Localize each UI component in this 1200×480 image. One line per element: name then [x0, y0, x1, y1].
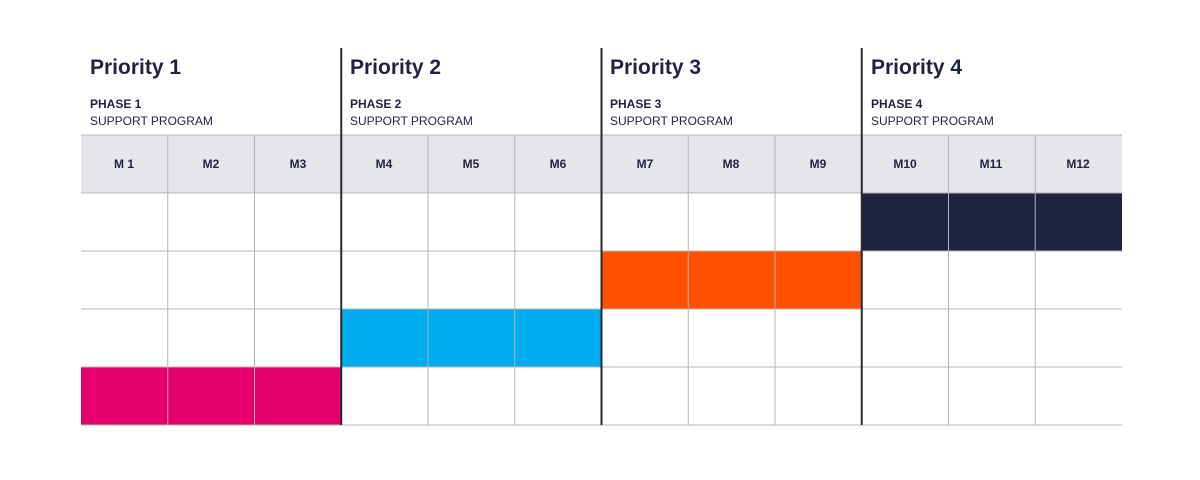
phase-bar-4 — [861, 193, 1122, 251]
phase-1-label: PHASE 1 — [90, 97, 142, 111]
month-label-3: M3 — [289, 157, 307, 171]
month-label-1: M 1 — [113, 157, 134, 171]
month-label-8: M8 — [722, 157, 740, 171]
phase-3-program: SUPPORT PROGRAM — [610, 114, 733, 128]
phase-1-program: SUPPORT PROGRAM — [90, 114, 213, 128]
month-label-4: M4 — [375, 157, 393, 171]
month-label-11: M11 — [979, 157, 1003, 171]
phase-bar-1 — [81, 367, 342, 425]
month-label-7: M7 — [636, 157, 654, 171]
month-label-10: M10 — [893, 157, 917, 171]
month-label-12: M12 — [1066, 157, 1090, 171]
phase-bar-2 — [341, 309, 602, 367]
phase-2-program: SUPPORT PROGRAM — [350, 114, 473, 128]
month-label-9: M9 — [809, 157, 827, 171]
phase-bar-3 — [601, 251, 862, 309]
month-label-6: M6 — [549, 157, 567, 171]
phase-3-label: PHASE 3 — [610, 97, 662, 111]
month-label-5: M5 — [462, 157, 480, 171]
phase-4-label: PHASE 4 — [871, 97, 923, 111]
priority-3-title: Priority 3 — [610, 56, 702, 79]
month-label-2: M2 — [202, 157, 220, 171]
phase-4-program: SUPPORT PROGRAM — [871, 114, 994, 128]
priority-4-title: Priority 4 — [871, 56, 963, 79]
priority-2-title: Priority 2 — [350, 56, 442, 79]
phase-2-label: PHASE 2 — [350, 97, 402, 111]
priority-1-title: Priority 1 — [90, 56, 182, 79]
